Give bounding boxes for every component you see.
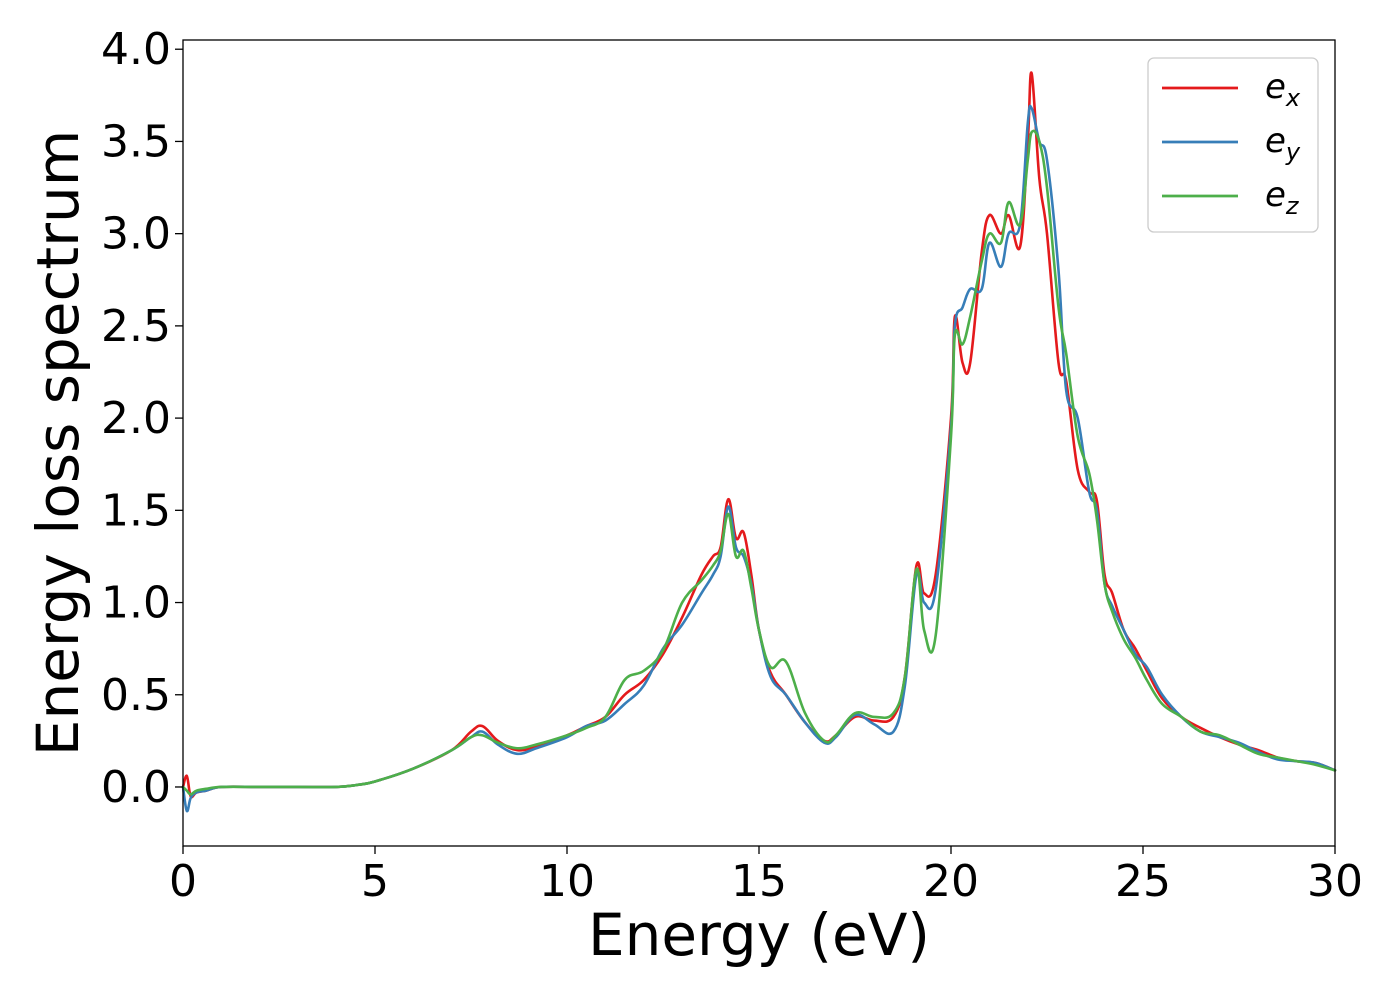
y-tick-label: 4.0 xyxy=(101,24,171,75)
y-tick-label: 2.5 xyxy=(101,301,171,352)
x-tick-label: 10 xyxy=(539,856,595,907)
legend-box xyxy=(1147,57,1319,233)
y-tick-label: 0.5 xyxy=(101,670,171,721)
legend-label-y: ey xyxy=(1265,121,1301,166)
series-layer xyxy=(181,71,1337,813)
legend-items: ex ey ez xyxy=(1162,67,1301,220)
x-axis-title: Energy (eV) xyxy=(588,901,930,969)
y-axis-title: Energy loss spectrum xyxy=(24,130,92,756)
y-tick-label: 3.5 xyxy=(101,116,171,167)
series-line-x xyxy=(181,71,1337,799)
legend-label-z: ez xyxy=(1265,175,1300,220)
y-tick-label: 3.0 xyxy=(101,209,171,260)
legend: ex ey ez xyxy=(1147,57,1319,233)
x-tick-label: 0 xyxy=(169,856,197,907)
y-tick-label: 2.0 xyxy=(101,393,171,444)
x-tick-label: 30 xyxy=(1307,856,1363,907)
x-tick-label: 20 xyxy=(923,856,979,907)
y-tick-label: 0.0 xyxy=(101,762,171,813)
y-tick-label: 1.0 xyxy=(101,578,171,629)
x-tick-label: 15 xyxy=(731,856,787,907)
y-tick-label: 1.5 xyxy=(101,485,171,536)
ticks-layer: 0 5 10 15 20 25 30 0.0 0.5 1.0 1.5 2.0 2.5 3.0 3.5 4.0 xyxy=(101,24,1363,907)
series-line-z xyxy=(181,129,1337,796)
x-tick-label: 5 xyxy=(361,856,389,907)
x-tick-label: 25 xyxy=(1115,856,1171,907)
legend-label-x: ex xyxy=(1265,67,1301,112)
